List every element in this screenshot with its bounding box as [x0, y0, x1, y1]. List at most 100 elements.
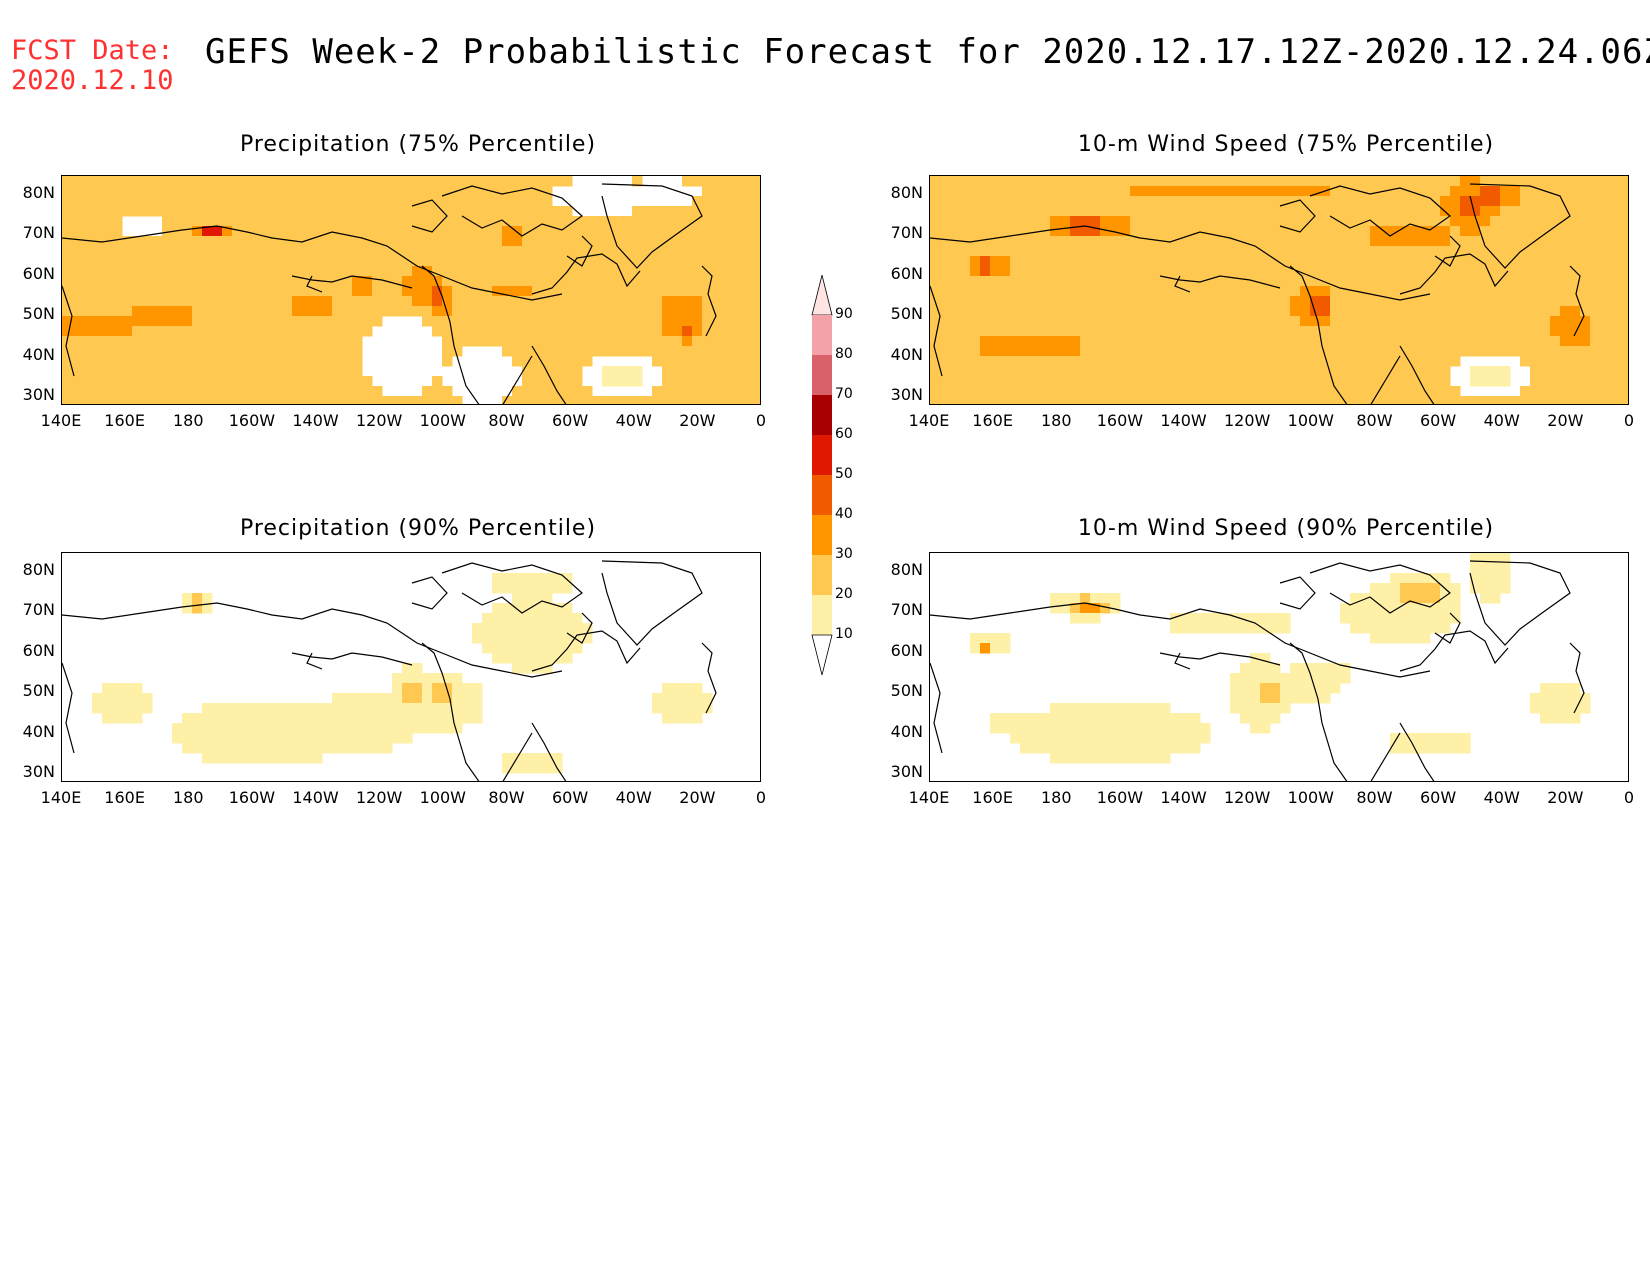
field-cell: [1130, 186, 1141, 197]
field-cell: [1430, 366, 1441, 377]
colorbar-level: 70: [835, 386, 853, 402]
field-cell: [1140, 216, 1151, 227]
field-cell: [602, 316, 613, 327]
field-cell: [1200, 723, 1211, 734]
field-cell: [1420, 326, 1431, 337]
field-cell: [1300, 366, 1311, 377]
field-cell: [1350, 613, 1361, 624]
field-cell: [1450, 276, 1461, 287]
field-cell: [202, 593, 213, 604]
field-cell: [1350, 216, 1361, 227]
field-cell: [1040, 206, 1051, 217]
field-cell: [342, 306, 353, 317]
field-cell: [930, 256, 941, 267]
field-cell: [1270, 206, 1281, 217]
field-cell: [512, 613, 523, 624]
field-cell: [1240, 216, 1251, 227]
field-cell: [1050, 743, 1061, 754]
field-cell: [1500, 236, 1511, 247]
field-cell: [92, 396, 103, 404]
field-cell: [1580, 356, 1591, 367]
field-cell: [112, 376, 123, 387]
field-cell: [1600, 226, 1611, 237]
field-cell: [712, 286, 723, 297]
field-cell: [1240, 366, 1251, 377]
field-cell: [272, 256, 283, 267]
field-cell: [1300, 196, 1311, 207]
field-cell: [1280, 186, 1291, 197]
field-cell: [1460, 326, 1471, 337]
field-cell: [1420, 226, 1431, 237]
field-cell: [522, 643, 533, 654]
field-cell: [712, 176, 723, 187]
field-cell: [192, 176, 203, 187]
field-cell: [282, 286, 293, 297]
field-cell: [502, 613, 513, 624]
field-cell: [242, 386, 253, 397]
field-cell: [1200, 176, 1211, 187]
field-cell: [1310, 366, 1321, 377]
field-cell: [222, 753, 233, 764]
field-cell: [432, 316, 443, 327]
field-cell: [1580, 326, 1591, 337]
field-cell: [1020, 376, 1031, 387]
field-cell: [562, 306, 573, 317]
field-cell: [1000, 246, 1011, 257]
field-cell: [682, 356, 693, 367]
field-cell: [322, 713, 333, 724]
field-cell: [92, 306, 103, 317]
field-cell: [1240, 346, 1251, 357]
field-cell: [382, 723, 393, 734]
field-cell: [582, 356, 593, 367]
field-cell: [392, 186, 403, 197]
field-cell: [1060, 603, 1071, 614]
field-cell: [412, 286, 423, 297]
field-cell: [402, 673, 413, 684]
field-cell: [282, 753, 293, 764]
field-cell: [662, 356, 673, 367]
field-cell: [142, 376, 153, 387]
field-cell: [1160, 743, 1171, 754]
field-cell: [1440, 216, 1451, 227]
field-cell: [1600, 176, 1611, 187]
field-cell: [392, 286, 403, 297]
field-cell: [1620, 386, 1628, 397]
field-cell: [1190, 186, 1201, 197]
field-cell: [562, 176, 573, 187]
field-cell: [1110, 286, 1121, 297]
field-cell: [1470, 396, 1481, 404]
field-cell: [1590, 256, 1601, 267]
field-cell: [1290, 326, 1301, 337]
field-cell: [312, 236, 323, 247]
field-cell: [732, 276, 743, 287]
field-cell: [1280, 703, 1291, 714]
field-cell: [1180, 613, 1191, 624]
field-cell: [1250, 356, 1261, 367]
field-cell: [1100, 723, 1111, 734]
field-cell: [1030, 306, 1041, 317]
field-cell: [1350, 206, 1361, 217]
field-cell: [172, 196, 183, 207]
field-cell: [262, 176, 273, 187]
field-cell: [1440, 306, 1451, 317]
field-cell: [1240, 713, 1251, 724]
field-cell: [1300, 236, 1311, 247]
field-cell: [132, 196, 143, 207]
field-cell: [1040, 306, 1051, 317]
field-cell: [1200, 336, 1211, 347]
field-cell: [1500, 366, 1511, 377]
field-cell: [1120, 186, 1131, 197]
field-cell: [102, 286, 113, 297]
field-cell: [222, 743, 233, 754]
field-cell: [352, 316, 363, 327]
field-cell: [552, 336, 563, 347]
field-cell: [1090, 733, 1101, 744]
field-cell: [632, 336, 643, 347]
field-cell: [612, 276, 623, 287]
field-cell: [1410, 633, 1421, 644]
field-cell: [1150, 236, 1161, 247]
field-cell: [1330, 196, 1341, 207]
field-cell: [1090, 723, 1101, 734]
field-cell: [392, 196, 403, 207]
field-cell: [1090, 176, 1101, 187]
